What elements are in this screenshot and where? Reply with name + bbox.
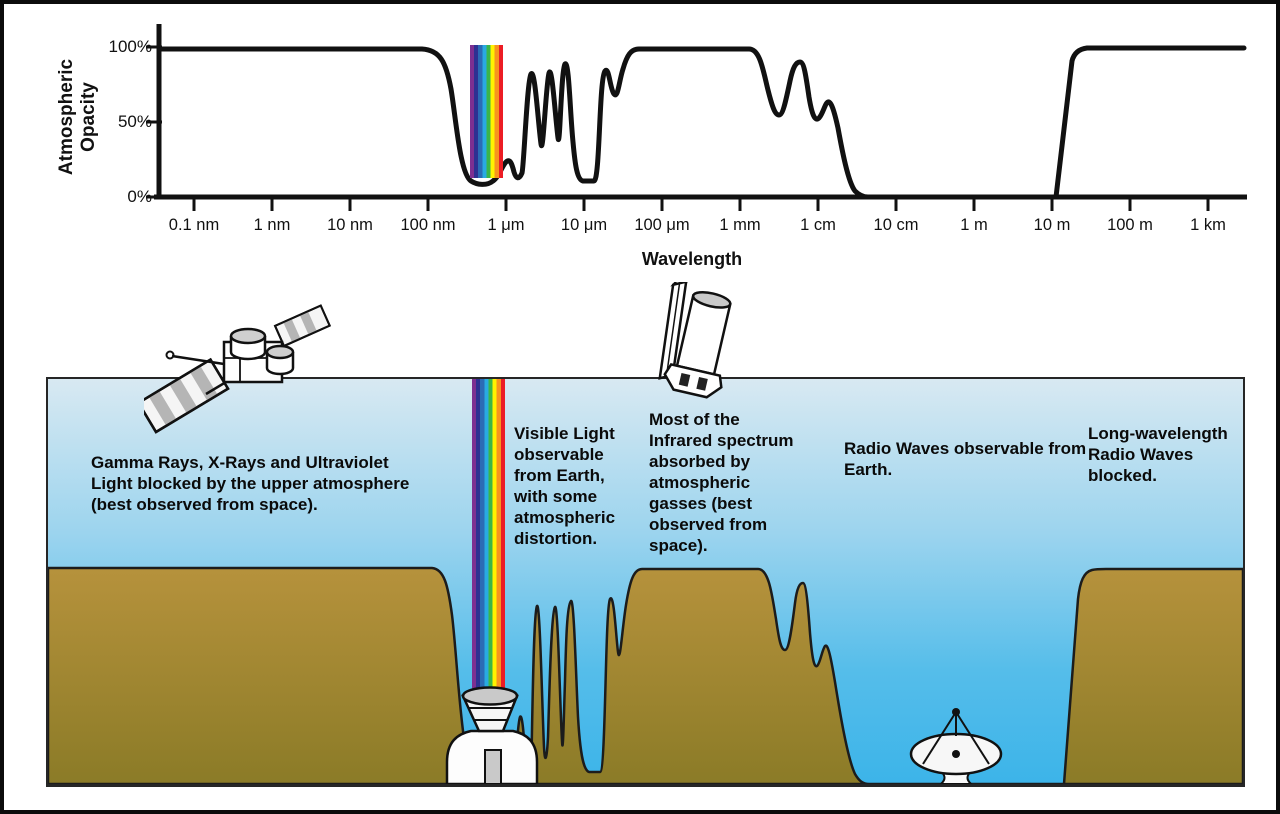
x-tick-0: 0.1 nm — [168, 216, 220, 234]
x-tick-13: 1 km — [1190, 216, 1226, 234]
x-tick-8: 1 cm — [800, 216, 836, 234]
optical-observatory-icon — [445, 686, 539, 784]
y-tick-0: 0% — [127, 187, 152, 206]
x-tick-4: 1 μm — [487, 216, 525, 234]
x-tick-3: 100 nm — [400, 216, 456, 234]
gamma-xray-satellite-icon — [144, 304, 331, 434]
y-tick-100: 100% — [108, 37, 152, 56]
telescope-aperture — [461, 686, 519, 706]
solar-panel-large — [144, 357, 230, 434]
x-tick-6: 100 μm — [634, 216, 690, 234]
x-tick-5: 10 μm — [560, 216, 608, 234]
opacity-curve — [156, 45, 1247, 200]
instrument-cylinder-1 — [229, 327, 267, 345]
radio-dish-icon — [909, 708, 1003, 784]
note-long-wavelength-radio: Long-wavelength Radio Waves blocked. — [1088, 424, 1228, 485]
terrain-shape — [48, 566, 1243, 784]
x-axis-title: Wavelength — [641, 249, 743, 269]
note-radio-waves: Radio Waves observable from Earth. — [844, 439, 1087, 479]
dish-feed — [952, 708, 960, 716]
x-tick-9: 10 cm — [873, 216, 919, 234]
x-tick-2: 10 nm — [327, 216, 373, 234]
barrel-aperture — [691, 291, 732, 309]
solar-panel-small — [273, 304, 331, 348]
note-visible-light: Visible Light observable from Earth, wit… — [514, 424, 616, 548]
y-tick-50: 50% — [117, 112, 152, 131]
visible-light-beam — [472, 379, 505, 697]
x-tick-11: 10 m — [1033, 216, 1071, 234]
opacity-curve-chart — [146, 24, 1247, 211]
observatory-slit — [484, 749, 502, 784]
infrared-space-telescope-icon — [658, 282, 732, 399]
x-tick-1: 1 nm — [253, 216, 291, 234]
x-tick-12: 100 m — [1107, 216, 1153, 234]
visible-light-band — [470, 45, 503, 178]
atmosphere-panel: Gamma Rays, X-Rays and Ultraviolet Light… — [46, 377, 1245, 787]
note-gamma-xray-uv: Gamma Rays, X-Rays and Ultraviolet Light… — [91, 453, 410, 514]
note-infrared: Most of the Infrared spectrum absorbed b… — [649, 410, 794, 555]
x-axis-ticks — [192, 197, 1210, 211]
dish-hub — [952, 750, 960, 758]
instrument-cylinder-2 — [265, 344, 295, 360]
x-tick-7: 1 mm — [719, 216, 761, 234]
spacecraft-bus — [663, 363, 723, 399]
x-tick-10: 1 m — [960, 216, 988, 234]
antenna-tip — [165, 350, 175, 360]
